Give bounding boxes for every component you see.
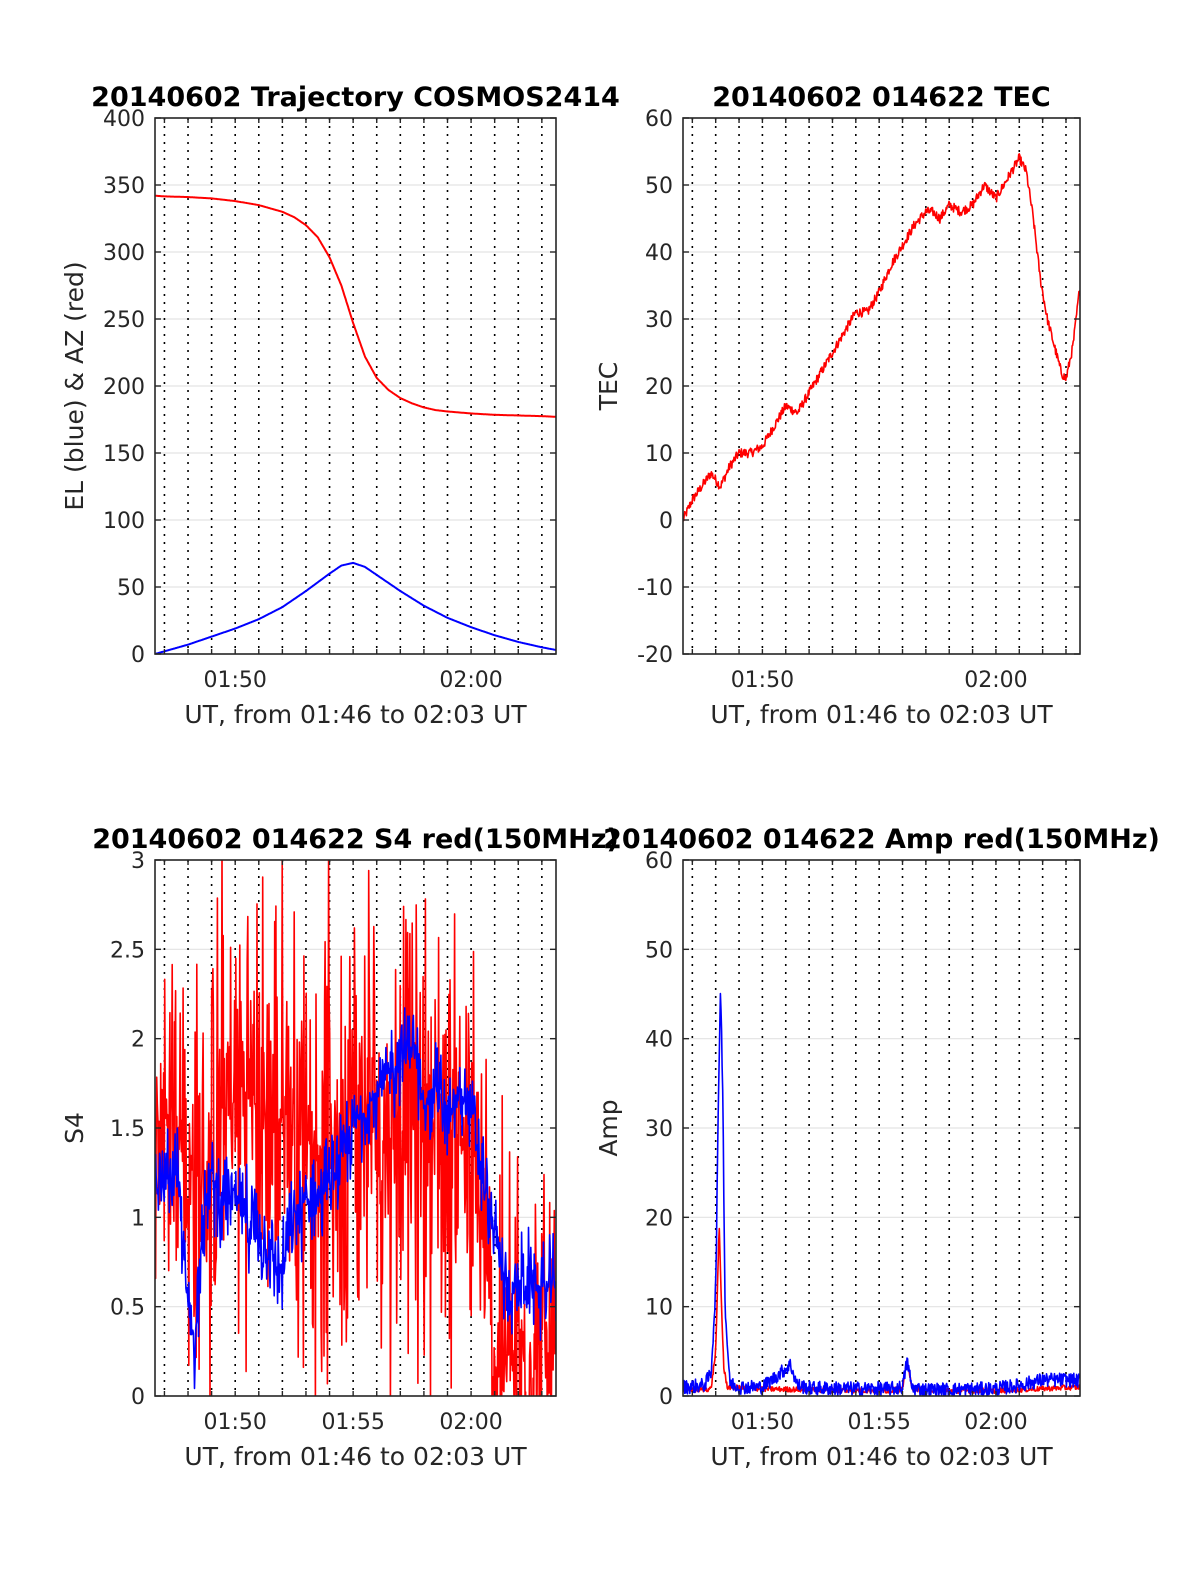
y-tick-label: 50 — [117, 576, 145, 601]
series-group — [155, 860, 556, 1396]
x-tick-label: 01:55 — [321, 1410, 384, 1435]
chart-title: 20140602 014622 Amp red(150MHz) — [603, 824, 1160, 855]
series-2-line — [683, 992, 1080, 1396]
y-tick-label: 100 — [103, 509, 145, 534]
chart-panel-1: 0 50 100 150 200 250 300 350 400 01:50 02:00 201406… — [60, 82, 620, 729]
chart-panel-2: -20 -10 0 10 20 30 40 50 60 01:50 02:00 20140602 01… — [594, 82, 1081, 729]
y-tick-label: 10 — [645, 1296, 673, 1321]
series-1-line — [683, 153, 1080, 522]
y-tick-label: 3 — [131, 849, 145, 874]
x-tick-label: 02:00 — [964, 668, 1027, 693]
y-tick-label: 1 — [131, 1206, 145, 1231]
series-group — [683, 153, 1080, 522]
y-tick-label: 2.5 — [110, 938, 145, 963]
y-tick-label: 40 — [645, 1028, 673, 1053]
x-axis-label: UT, from 01:46 to 02:03 UT — [184, 700, 527, 729]
y-axis-label: TEC — [594, 362, 623, 412]
y-tick-label: 0 — [659, 509, 673, 534]
y-tick-label: -10 — [637, 576, 673, 601]
x-tick-label: 02:00 — [439, 1410, 502, 1435]
y-tick-label: 0.5 — [110, 1296, 145, 1321]
y-tick-label: 0 — [131, 1385, 145, 1410]
series-2-line — [155, 1007, 556, 1390]
x-tick-label: 02:00 — [439, 668, 502, 693]
y-tick-label: -20 — [637, 643, 673, 668]
y-tick-label: 10 — [645, 442, 673, 467]
chart-panel-4: 0 10 20 30 40 50 60 01:50 01:55 02:00 20140602 014… — [594, 824, 1160, 1471]
chart-title: 20140602 014622 TEC — [712, 82, 1051, 113]
y-axis-label: S4 — [60, 1112, 89, 1144]
y-tick-label: 150 — [103, 442, 145, 467]
y-tick-label: 1.5 — [110, 1117, 145, 1142]
y-tick-label: 300 — [103, 241, 145, 266]
chart-title: 20140602 Trajectory COSMOS2414 — [91, 82, 620, 113]
y-tick-label: 30 — [645, 308, 673, 333]
y-tick-label: 20 — [645, 375, 673, 400]
y-tick-label: 30 — [645, 1117, 673, 1142]
y-tick-label: 50 — [645, 938, 673, 963]
series-group — [155, 194, 556, 654]
x-tick-label: 01:50 — [731, 1410, 794, 1435]
x-tick-label: 01:50 — [203, 1410, 266, 1435]
y-tick-label: 400 — [103, 107, 145, 132]
series-1-line — [683, 1227, 1080, 1395]
y-axis-label: Amp — [594, 1099, 623, 1156]
y-tick-label: 60 — [645, 849, 673, 874]
chart-panel-3: 0 0.5 1 1.5 2 2.5 3 01:50 01:55 02:00 20140602 014… — [60, 824, 619, 1471]
y-tick-label: 20 — [645, 1206, 673, 1231]
y-tick-label: 350 — [103, 174, 145, 199]
y-tick-label: 0 — [131, 643, 145, 668]
x-tick-label: 01:55 — [847, 1410, 910, 1435]
x-axis-label: UT, from 01:46 to 02:03 UT — [710, 1442, 1053, 1471]
y-axis-label: EL (blue) & AZ (red) — [60, 261, 89, 510]
y-tick-label: 0 — [659, 1385, 673, 1410]
x-axis-label: UT, from 01:46 to 02:03 UT — [710, 700, 1053, 729]
y-tick-label: 50 — [645, 174, 673, 199]
series-az-line — [155, 194, 556, 418]
y-tick-label: 200 — [103, 375, 145, 400]
series-group — [683, 992, 1080, 1396]
x-axis-label: UT, from 01:46 to 02:03 UT — [184, 1442, 527, 1471]
x-tick-label: 02:00 — [964, 1410, 1027, 1435]
series-1-line — [155, 860, 556, 1396]
chart-title: 20140602 014622 S4 red(150MHz) — [92, 824, 619, 855]
y-tick-label: 250 — [103, 308, 145, 333]
y-tick-label: 60 — [645, 107, 673, 132]
x-tick-label: 01:50 — [203, 668, 266, 693]
series-el-line — [155, 561, 556, 654]
x-tick-label: 01:50 — [731, 668, 794, 693]
y-tick-label: 40 — [645, 241, 673, 266]
y-tick-label: 2 — [131, 1028, 145, 1053]
